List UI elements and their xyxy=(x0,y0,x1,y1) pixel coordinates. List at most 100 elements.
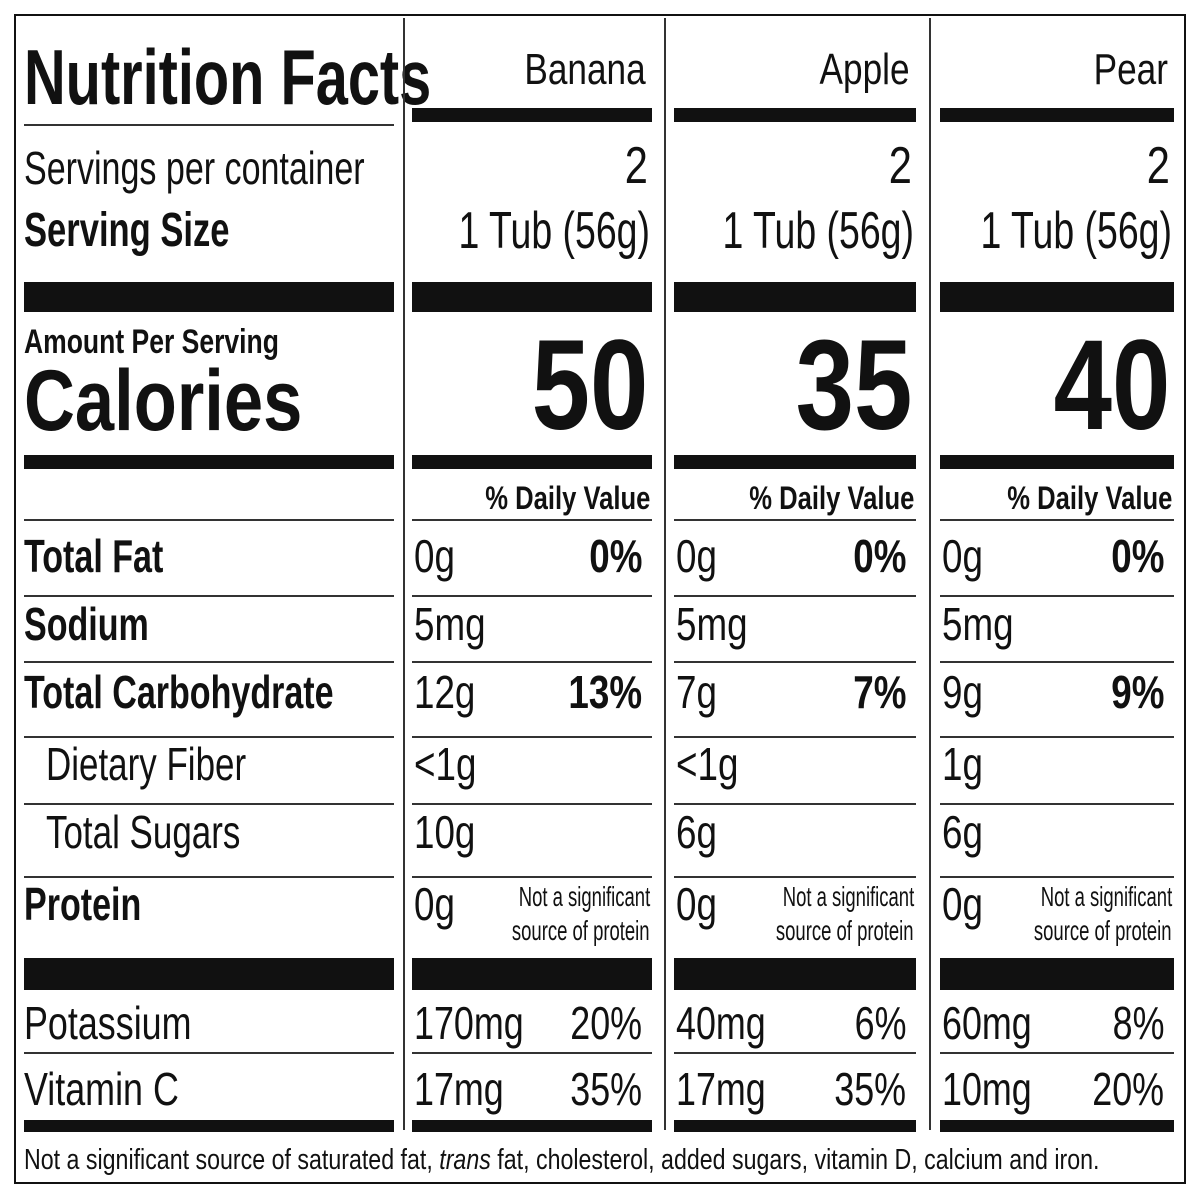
row-divider xyxy=(24,876,394,878)
servings-value: 2 xyxy=(1146,137,1170,195)
servings-value: 2 xyxy=(624,137,648,195)
micronutrient-amount: 40mg xyxy=(676,997,766,1049)
nutrient-amount: <1g xyxy=(414,738,477,790)
serving-size-label: Serving Size xyxy=(24,204,230,257)
thick-separator xyxy=(412,282,652,312)
row-divider xyxy=(674,736,916,738)
nutrient-amount: 5mg xyxy=(942,598,1014,650)
thick-separator xyxy=(940,958,1174,990)
nutrient-amount: 0g xyxy=(414,878,455,930)
micronutrient-daily-value: 20% xyxy=(570,997,642,1049)
row-divider xyxy=(940,1052,1174,1054)
protein-note-line-1: Not a significant xyxy=(782,881,914,912)
row-divider xyxy=(674,595,916,597)
thick-separator xyxy=(24,455,394,469)
nutrient-amount: 7g xyxy=(676,666,717,718)
nutrient-daily-value: 13% xyxy=(568,666,642,718)
column-divider xyxy=(664,18,666,1130)
column-divider xyxy=(929,18,931,1130)
footer-note-suffix: fat, cholesterol, added sugars, vitamin … xyxy=(490,1144,1100,1176)
nutrient-amount: 0g xyxy=(676,530,717,582)
footer-note-prefix: Not a significant source of saturated fa… xyxy=(24,1144,440,1176)
row-divider xyxy=(940,661,1174,663)
nutrient-label-protein: Protein xyxy=(24,878,142,930)
row-divider xyxy=(674,1052,916,1054)
nutrient-amount: 12g xyxy=(414,666,476,718)
calories-value: 40 xyxy=(1053,314,1170,457)
micronutrient-amount: 17mg xyxy=(414,1063,504,1115)
nutrient-amount: 0g xyxy=(676,878,717,930)
nutrient-amount: 5mg xyxy=(414,598,486,650)
column-divider xyxy=(403,18,405,1130)
nutrient-amount: 0g xyxy=(414,530,455,582)
row-divider xyxy=(940,803,1174,805)
row-divider xyxy=(412,1052,652,1054)
row-divider xyxy=(24,803,394,805)
nutrient-amount: 0g xyxy=(942,530,983,582)
thick-separator xyxy=(24,1120,394,1132)
protein-note-line-1: Not a significant xyxy=(518,881,650,912)
nutrient-amount: <1g xyxy=(676,738,739,790)
calories-value: 35 xyxy=(795,314,912,457)
row-divider xyxy=(24,595,394,597)
nutrient-daily-value: 0% xyxy=(852,530,906,582)
nutrient-label-total-sugars: Total Sugars xyxy=(46,806,241,858)
serving-size-value: 1 Tub (56g) xyxy=(458,202,650,260)
thick-separator xyxy=(674,455,916,469)
protein-note-line-2: source of protein xyxy=(776,915,914,946)
thick-separator xyxy=(412,108,652,122)
thick-separator xyxy=(940,282,1174,312)
thick-separator xyxy=(674,282,916,312)
micronutrient-daily-value: 6% xyxy=(854,997,906,1049)
nutrient-amount: 6g xyxy=(676,806,717,858)
micronutrient-label-vitamin-c: Vitamin C xyxy=(24,1063,179,1115)
daily-value-rule xyxy=(940,519,1174,521)
protein-note-line-2: source of protein xyxy=(512,915,650,946)
product-name-apple: Apple xyxy=(819,45,910,94)
nutrient-amount: 0g xyxy=(942,878,983,930)
serving-size-value: 1 Tub (56g) xyxy=(980,202,1172,260)
nutrient-amount: 10g xyxy=(414,806,476,858)
nutrient-daily-value: 0% xyxy=(1110,530,1164,582)
thick-separator xyxy=(412,455,652,469)
daily-value-rule xyxy=(412,519,652,521)
calories-value: 50 xyxy=(531,314,648,457)
calories-label: Calories xyxy=(24,353,303,449)
row-divider xyxy=(412,736,652,738)
nutrient-label-total-fat: Total Fat xyxy=(24,530,164,582)
nutrient-amount: 9g xyxy=(942,666,983,718)
row-divider xyxy=(412,595,652,597)
protein-note-line-2: source of protein xyxy=(1034,915,1172,946)
product-name-banana: Banana xyxy=(524,45,646,94)
micronutrient-daily-value: 35% xyxy=(570,1063,642,1115)
servings-per-container-label: Servings per container xyxy=(24,142,365,194)
nutrient-amount: 5mg xyxy=(676,598,748,650)
row-divider xyxy=(412,661,652,663)
micronutrient-label-potassium: Potassium xyxy=(24,997,192,1049)
footer-note: Not a significant source of saturated fa… xyxy=(24,1146,1099,1175)
row-divider xyxy=(940,736,1174,738)
nutrient-daily-value: 0% xyxy=(588,530,642,582)
nutrient-label-dietary-fiber: Dietary Fiber xyxy=(46,738,247,790)
thick-separator xyxy=(940,455,1174,469)
nutrient-amount: 6g xyxy=(942,806,983,858)
micronutrient-daily-value: 35% xyxy=(834,1063,906,1115)
micronutrient-amount: 60mg xyxy=(942,997,1032,1049)
daily-value-rule xyxy=(24,519,394,521)
daily-value-header: % Daily Value xyxy=(484,480,650,516)
amount-per-serving-label: Amount Per Serving xyxy=(24,323,279,361)
micronutrient-amount: 170mg xyxy=(414,997,524,1049)
nutrient-amount: 1g xyxy=(942,738,983,790)
thick-separator xyxy=(674,1120,916,1132)
daily-value-header: % Daily Value xyxy=(1006,480,1172,516)
thick-separator xyxy=(24,282,394,312)
thick-separator xyxy=(674,958,916,990)
nutrition-facts-title: Nutrition Facts xyxy=(24,33,432,121)
thick-separator xyxy=(940,108,1174,122)
row-divider xyxy=(940,876,1174,878)
row-divider xyxy=(412,803,652,805)
thick-separator xyxy=(24,958,394,990)
daily-value-rule xyxy=(674,519,916,521)
micronutrient-amount: 17mg xyxy=(676,1063,766,1115)
nutrient-label-sodium: Sodium xyxy=(24,598,149,650)
